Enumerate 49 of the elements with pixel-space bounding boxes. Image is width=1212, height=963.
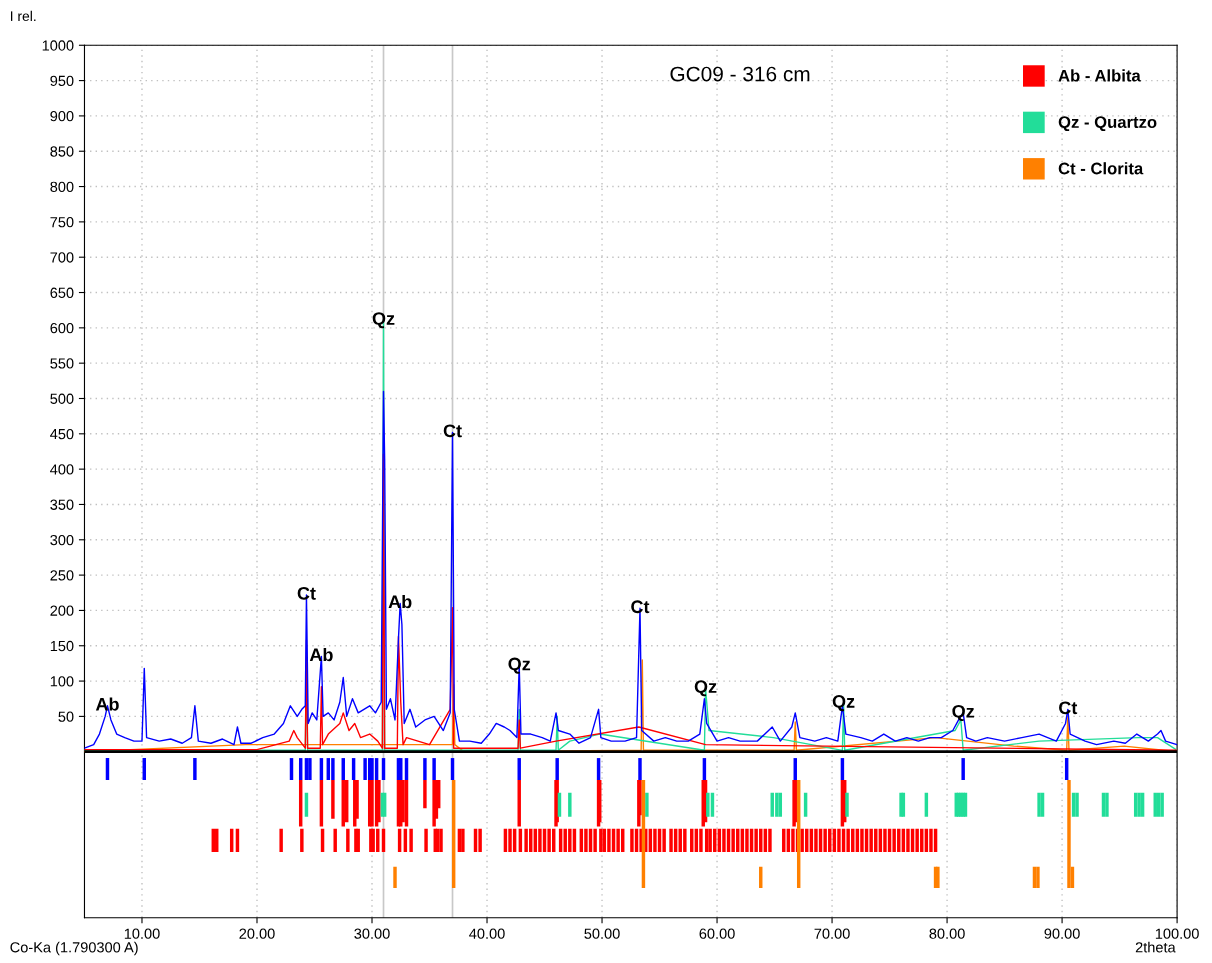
annotation: Ct [443,424,462,438]
y-tick-label: 550 [50,358,74,369]
x-tick-label: 80.00 [929,928,965,939]
annotation: Ab [388,594,412,609]
y-tick-label: 650 [50,287,74,298]
x-tick-label: 50.00 [584,928,620,939]
y-tick-label: 350 [50,499,74,510]
y-tick-label: 850 [50,146,74,157]
annotation: Qz [832,695,855,712]
y-tick-label: 50 [58,711,74,722]
legend-label: Qz - Quartzo [1058,116,1157,132]
y-axis-title: I rel. [10,10,36,22]
x-tick-label: 70.00 [814,928,850,939]
y-tick-label: 200 [50,605,74,616]
y-tick-label: 900 [50,111,74,122]
annotation: Qz [952,704,975,722]
annotation: Ct [1059,701,1078,715]
annotation: Ct [631,600,650,614]
x-tick-label: 100.00 [1155,928,1199,939]
y-tick-label: 750 [50,216,74,228]
text: Co-Ka (1.790300 A) [10,941,138,956]
x-tick-label: 40.00 [469,928,505,939]
annotation: Qz [694,680,717,697]
y-tick-label: 600 [50,322,74,334]
y-tick-label: 150 [50,640,74,652]
y-tick-label: 400 [50,464,74,475]
y-tick-label: 1000 [42,40,74,51]
legend-label: Ct - Clorita [1058,162,1144,175]
y-tick-label: 950 [50,75,74,87]
annotation: Ct [297,586,316,600]
x-tick-label: 20.00 [239,928,275,939]
x-tick-label: 10.00 [124,928,160,939]
annotation: Ab [309,647,333,662]
y-tick-label: 500 [50,393,74,404]
y-tick-label: 800 [50,181,74,192]
x-axis-title: 2theta [1135,941,1176,953]
x-tick-label: 30.00 [354,928,390,939]
annotation: Ab [95,697,119,711]
annotation: Qz [372,312,395,329]
y-tick-label: 300 [50,534,74,546]
y-tick-label: 450 [50,428,74,440]
annotation: Qz [508,657,531,674]
legend-label: Ab - Albita [1058,69,1141,82]
y-tick-label: 700 [50,252,74,263]
x-tick-label: 60.00 [699,928,735,939]
x-tick-label: 90.00 [1044,928,1080,939]
text: GC09 - 316 cm [670,66,810,82]
y-tick-label: 100 [50,676,74,687]
y-tick-label: 250 [50,570,74,581]
